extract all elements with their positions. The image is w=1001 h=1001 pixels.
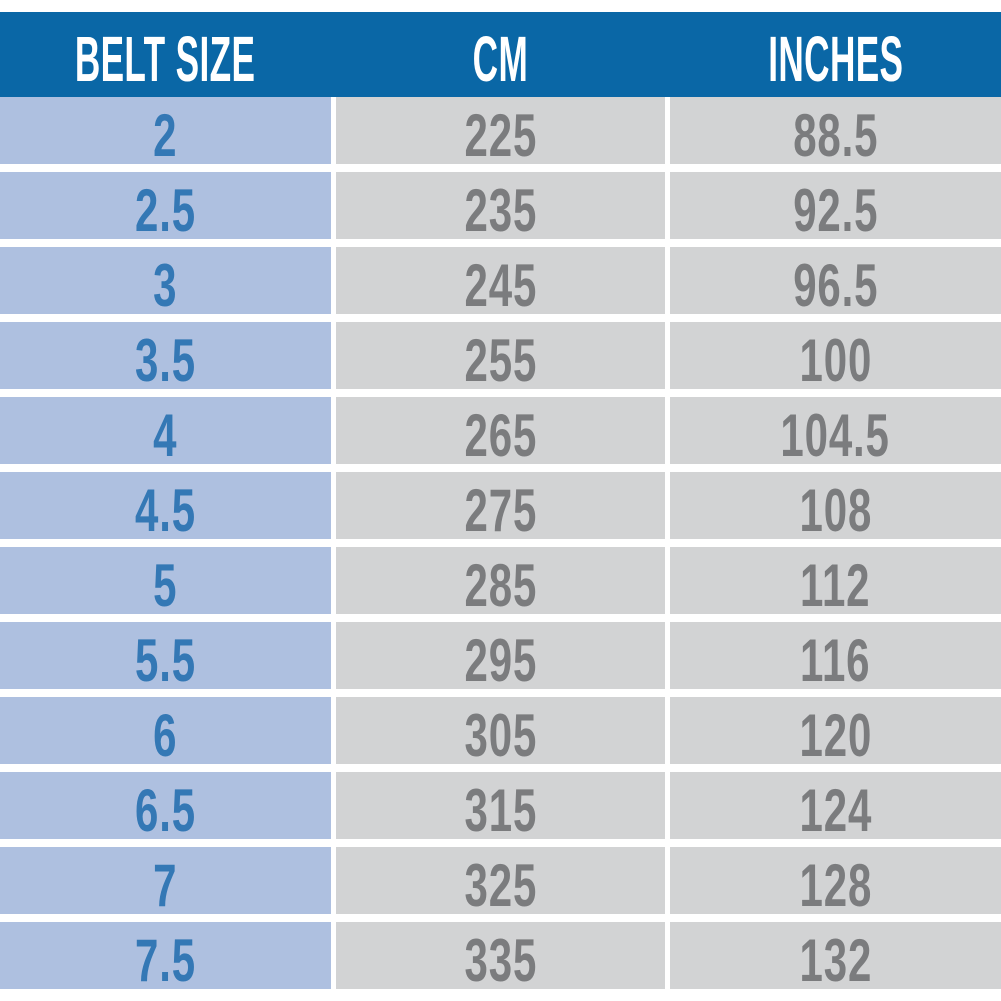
belt-size-cell: 5.5 [0,622,331,694]
inches-cell: 92.5 [670,172,1001,244]
belt-size-value: 2 [153,101,178,169]
cm-cell: 325 [336,847,665,919]
cm-cell: 285 [336,547,665,619]
belt-size-value: 7 [153,851,178,919]
cm-cell: 335 [336,922,665,994]
belt-size-value: 7.5 [135,926,196,994]
table-row: 5 285 112 [0,547,1001,619]
cm-cell: 295 [336,622,665,694]
table-row: 7 325 128 [0,847,1001,919]
inches-value: 96.5 [792,251,879,319]
inches-cell: 116 [670,622,1001,694]
table-header: BELT SIZE CM INCHES [0,12,1001,97]
belt-size-cell: 3.5 [0,322,331,394]
header-label-cm: CM [472,22,529,95]
table-row: 4 265 104.5 [0,397,1001,469]
inches-value: 124 [799,776,872,844]
cm-value: 315 [464,776,537,844]
belt-size-value: 2.5 [135,176,196,244]
inches-value: 128 [799,851,872,919]
belt-size-cell: 6.5 [0,772,331,844]
inches-cell: 96.5 [670,247,1001,319]
inches-value: 100 [799,326,872,394]
table-row: 6.5 315 124 [0,772,1001,844]
inches-value: 92.5 [792,176,879,244]
table-row: 3 245 96.5 [0,247,1001,319]
belt-size-cell: 2.5 [0,172,331,244]
cm-value: 255 [464,326,537,394]
cm-value: 275 [464,476,537,544]
cm-cell: 305 [336,697,665,769]
cm-value: 245 [464,251,537,319]
cm-cell: 265 [336,397,665,469]
cm-cell: 255 [336,322,665,394]
belt-size-cell: 5 [0,547,331,619]
belt-size-cell: 7 [0,847,331,919]
cm-value: 235 [464,176,537,244]
table-row: 3.5 255 100 [0,322,1001,394]
table-body: 2 225 88.5 2.5 235 92.5 3 245 96.5 [0,97,1001,994]
belt-size-value: 4 [153,401,178,469]
inches-cell: 108 [670,472,1001,544]
cm-cell: 245 [336,247,665,319]
inches-value: 112 [800,551,871,619]
inches-value: 104.5 [780,401,891,469]
belt-size-cell: 4.5 [0,472,331,544]
cm-cell: 275 [336,472,665,544]
belt-size-value: 6.5 [135,776,196,844]
cm-cell: 235 [336,172,665,244]
belt-size-value: 3.5 [135,326,196,394]
belt-size-cell: 7.5 [0,922,331,994]
inches-value: 120 [799,701,872,769]
cm-value: 265 [464,401,537,469]
inches-cell: 128 [670,847,1001,919]
header-cell-cm: CM [336,12,665,97]
belt-size-value: 6 [153,701,178,769]
belt-size-value: 5 [153,551,178,619]
cm-value: 325 [464,851,537,919]
belt-size-cell: 2 [0,97,331,169]
inches-value: 88.5 [792,101,879,169]
table-row: 4.5 275 108 [0,472,1001,544]
belt-size-value: 5.5 [135,626,196,694]
table-row: 2.5 235 92.5 [0,172,1001,244]
table-row: 7.5 335 132 [0,922,1001,994]
inches-value: 132 [799,926,872,994]
header-cell-inches: INCHES [670,12,1001,97]
inches-cell: 88.5 [670,97,1001,169]
belt-size-cell: 3 [0,247,331,319]
belt-size-value: 3 [153,251,178,319]
inches-cell: 104.5 [670,397,1001,469]
inches-cell: 120 [670,697,1001,769]
cm-value: 225 [464,101,537,169]
table-row: 5.5 295 116 [0,622,1001,694]
inches-value: 116 [800,626,871,694]
cm-value: 285 [464,551,537,619]
inches-cell: 124 [670,772,1001,844]
header-label-inches: INCHES [767,22,904,95]
table-row: 2 225 88.5 [0,97,1001,169]
table-row: 6 305 120 [0,697,1001,769]
belt-size-cell: 6 [0,697,331,769]
cm-cell: 315 [336,772,665,844]
inches-value: 108 [799,476,872,544]
cm-value: 295 [464,626,537,694]
belt-size-cell: 4 [0,397,331,469]
inches-cell: 112 [670,547,1001,619]
inches-cell: 100 [670,322,1001,394]
cm-value: 305 [464,701,537,769]
header-label-belt-size: BELT SIZE [75,22,256,95]
cm-value: 335 [464,926,537,994]
inches-cell: 132 [670,922,1001,994]
header-cell-belt-size: BELT SIZE [0,12,331,97]
cm-cell: 225 [336,97,665,169]
belt-size-value: 4.5 [135,476,196,544]
